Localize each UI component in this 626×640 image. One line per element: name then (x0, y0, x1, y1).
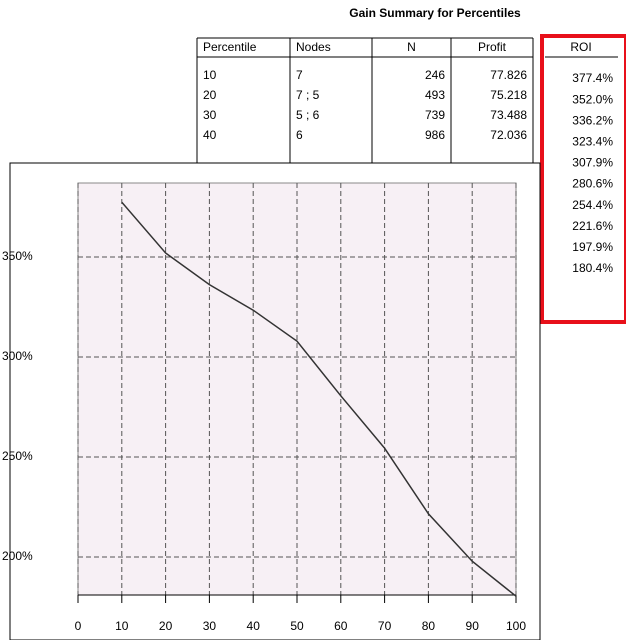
table-cell: 307.9% (572, 156, 613, 170)
table-cell: 7 (296, 68, 303, 82)
table-cell: 72.036 (490, 128, 527, 142)
y-tick-label: 350% (2, 249, 33, 263)
column-header: Profit (478, 40, 507, 54)
table-cell: 77.826 (490, 68, 527, 82)
table-cell: 352.0% (572, 92, 613, 106)
y-tick-label: 250% (2, 449, 33, 463)
table-cell: 180.4% (572, 261, 613, 275)
table-cell: 7 ; 5 (296, 88, 320, 102)
x-tick-label: 10 (115, 619, 129, 633)
x-tick-label: 20 (159, 619, 173, 633)
table-cell: 20 (203, 88, 217, 102)
x-tick-label: 30 (203, 619, 217, 633)
y-tick-label: 300% (2, 349, 33, 363)
plot-area (77, 182, 517, 596)
highlight-box (540, 34, 626, 324)
x-tick-label: 90 (466, 619, 480, 633)
column-header: N (407, 40, 416, 54)
table-cell: 986 (425, 128, 445, 142)
column-header: ROI (570, 40, 591, 54)
table-cell: 221.6% (572, 219, 613, 233)
x-tick-label: 40 (247, 619, 261, 633)
table-cell: 739 (425, 108, 445, 122)
column-header: Nodes (296, 40, 331, 54)
table-cell: 246 (425, 68, 445, 82)
table-cell: 254.4% (572, 198, 613, 212)
data-line (121, 201, 517, 597)
table-cell: 197.9% (572, 240, 613, 254)
table-cell: 280.6% (572, 177, 613, 191)
x-tick-label: 60 (334, 619, 348, 633)
y-tick-label: 200% (2, 549, 33, 563)
table-title: Gain Summary for Percentiles (349, 6, 521, 20)
table-cell: 5 ; 6 (296, 108, 320, 122)
table-cell: 40 (203, 128, 217, 142)
x-tick-label: 0 (75, 619, 82, 633)
x-tick-label: 70 (378, 619, 392, 633)
x-tick-label: 100 (506, 619, 526, 633)
column-header: Percentile (203, 40, 257, 54)
table-cell: 10 (203, 68, 217, 82)
table-cell: 323.4% (572, 134, 613, 148)
x-tick-label: 80 (422, 619, 436, 633)
x-tick-label: 50 (290, 619, 304, 633)
table-cell: 75.218 (490, 88, 527, 102)
table-cell: 73.488 (490, 108, 527, 122)
table-cell: 30 (203, 108, 217, 122)
table-cell: 6 (296, 128, 303, 142)
table-cell: 377.4% (572, 71, 613, 85)
table-cell: 336.2% (572, 113, 613, 127)
table-cell: 493 (425, 88, 445, 102)
